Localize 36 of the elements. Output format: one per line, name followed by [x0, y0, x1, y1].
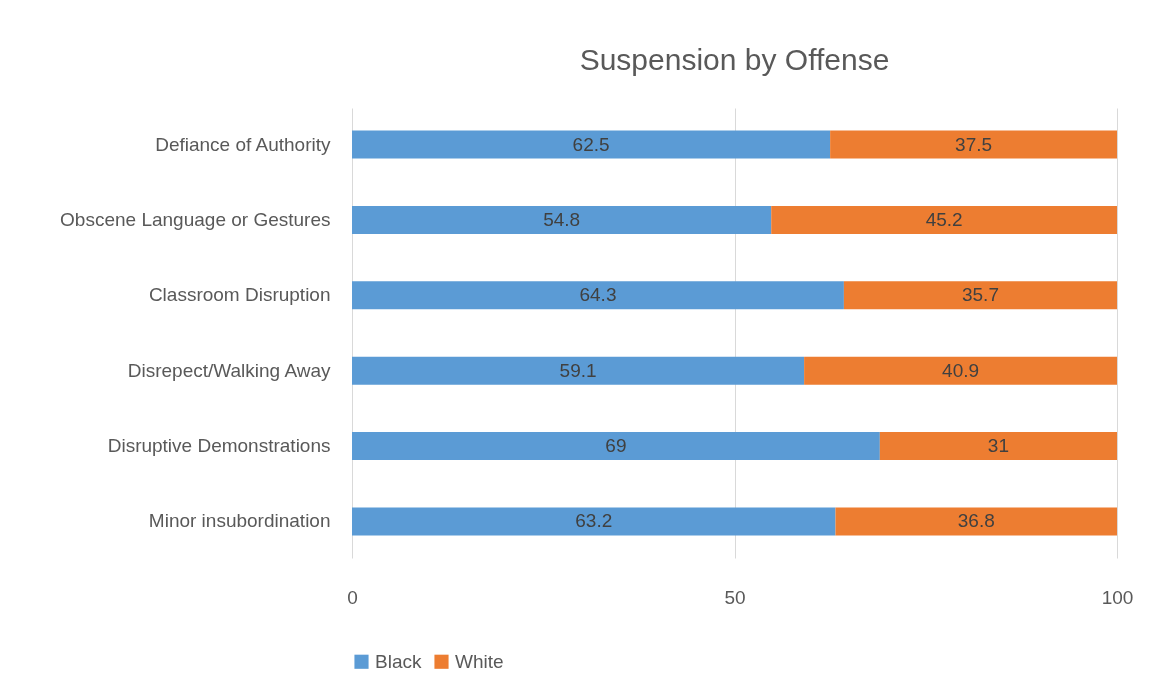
data-label: 40.9: [942, 359, 980, 381]
x-tick-label: 0: [347, 586, 358, 608]
y-tick-label: Obscene Language or Gestures: [60, 208, 331, 230]
data-label: 69: [605, 435, 627, 457]
bar: [352, 205, 772, 234]
data-label: 45.2: [925, 208, 963, 230]
y-tick-label: Disruptive Demonstrations: [107, 435, 331, 457]
bar: [804, 356, 1117, 385]
bar: [352, 356, 805, 385]
data-label: 63.2: [575, 510, 613, 532]
y-tick-label: Minor insubordination: [148, 510, 331, 532]
data-label: 37.5: [955, 133, 993, 155]
chart-title: Suspension by Offense: [579, 43, 890, 76]
bar: [879, 432, 1117, 461]
y-tick-label: Defiance of Authority: [155, 133, 331, 155]
bar: [843, 281, 1117, 310]
data-label: 31: [987, 435, 1009, 457]
data-label: 54.8: [543, 208, 581, 230]
x-tick-label: 100: [1101, 586, 1134, 608]
bar: [352, 432, 880, 461]
y-tick-label: Classroom Disruption: [148, 284, 331, 306]
x-tick-label: 50: [724, 586, 746, 608]
data-label: 64.3: [579, 284, 617, 306]
data-label: 36.8: [957, 510, 995, 532]
bar: [352, 507, 836, 536]
data-label: 59.1: [559, 359, 597, 381]
bar: [352, 130, 831, 159]
bar: [771, 205, 1117, 234]
legend-label: Black: [375, 650, 422, 672]
bar: [835, 507, 1117, 536]
bar: [830, 130, 1117, 159]
bar: [352, 281, 844, 310]
y-tick-label: Disrepect/Walking Away: [127, 359, 331, 381]
legend-label: White: [455, 650, 504, 672]
data-label: 62.5: [572, 133, 610, 155]
data-label: 35.7: [961, 284, 999, 306]
